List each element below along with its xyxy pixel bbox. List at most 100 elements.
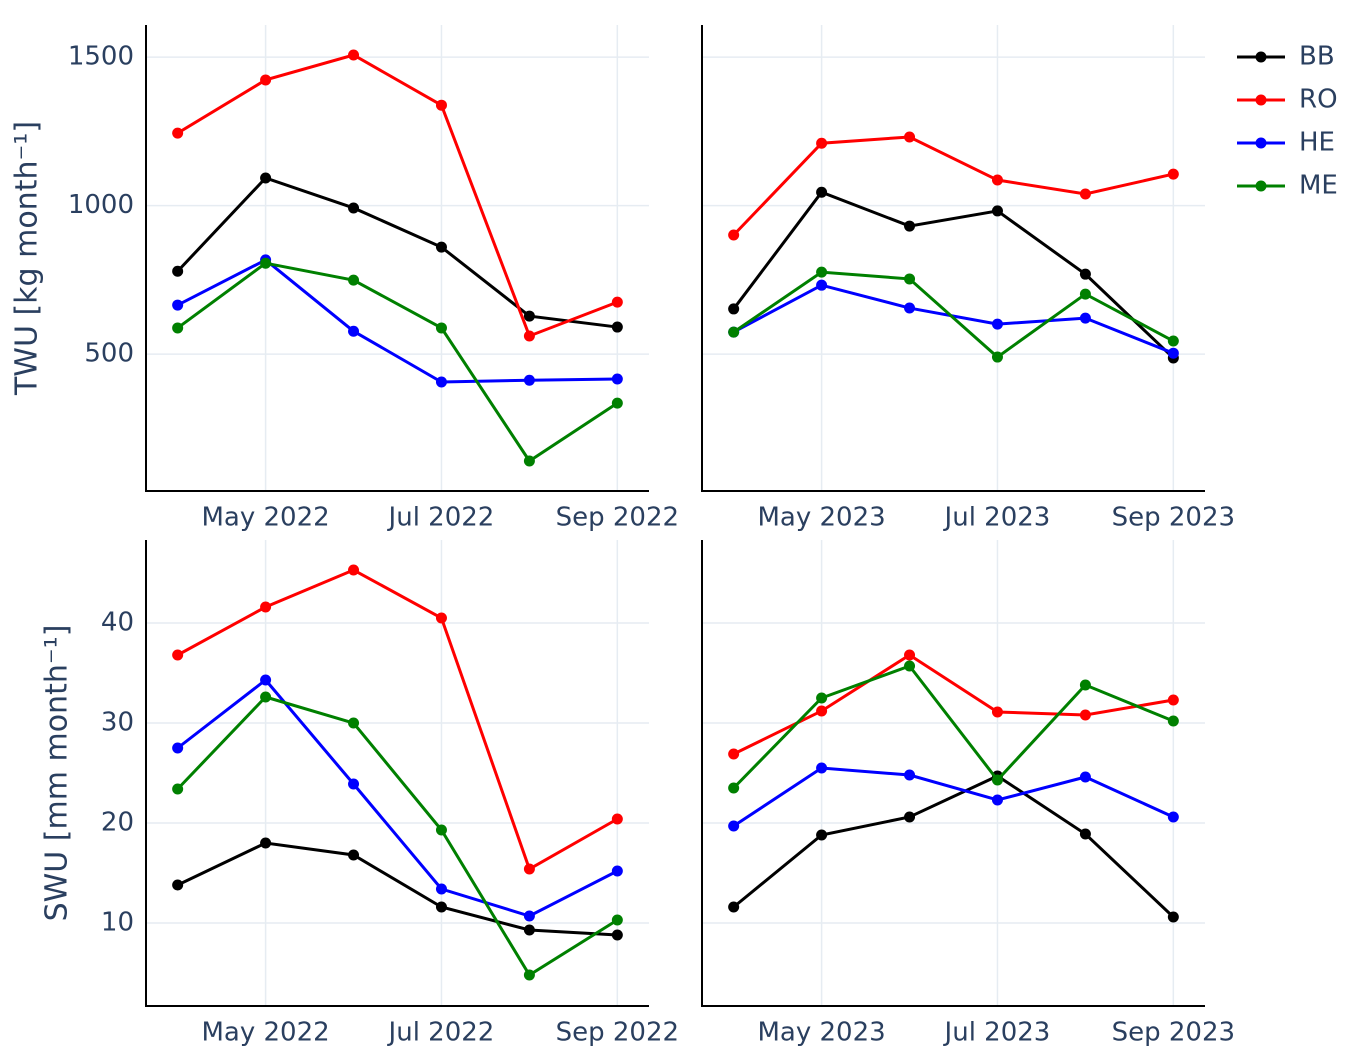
data-point [611, 296, 623, 308]
legend-marker [1255, 137, 1267, 149]
legend-label: BB [1299, 42, 1335, 72]
y-tick-label: 40 [101, 608, 134, 638]
subplot: 500 1000 1500 May 2022 Jul 2022 Sep 2022 TWU [… [10, 25, 679, 533]
series-line [176, 568, 619, 872]
data-point [904, 302, 916, 314]
data-point [816, 137, 828, 149]
data-point [435, 376, 447, 388]
data-point [348, 325, 360, 337]
data-point [523, 969, 535, 981]
data-point [523, 330, 535, 342]
data-point [172, 127, 184, 139]
series-line [176, 258, 618, 384]
series-line [732, 653, 1174, 756]
data-point [172, 783, 184, 795]
data-point [260, 601, 272, 613]
data-point [728, 326, 740, 338]
series-line [732, 190, 1175, 360]
data-point [1079, 828, 1091, 840]
data-point [523, 863, 535, 875]
series-line [732, 135, 1174, 237]
data-point [904, 660, 916, 672]
x-tick-label: May 2022 [202, 503, 330, 533]
data-point [1167, 715, 1179, 727]
data-point [904, 220, 916, 232]
x-tick-label: May 2023 [758, 1018, 886, 1048]
data-point [435, 612, 447, 624]
data-point [172, 879, 184, 891]
series-line [732, 766, 1174, 828]
y-axis-title: TWU [kg month⁻¹] [10, 121, 45, 396]
x-tick-label: Sep 2023 [1112, 503, 1235, 533]
data-point [904, 131, 916, 143]
data-point [611, 373, 623, 385]
data-point [260, 691, 272, 703]
subplot: May 2023 Jul 2023 Sep 2023 [701, 25, 1235, 533]
data-point [991, 774, 1003, 786]
data-point [816, 692, 828, 704]
data-point [816, 762, 828, 774]
y-tick-label: 30 [101, 708, 134, 738]
data-point [260, 837, 272, 849]
data-point [435, 883, 447, 895]
subplot: May 2023 Jul 2023 Sep 2023 [701, 540, 1235, 1048]
data-point [348, 717, 360, 729]
series-line [176, 176, 618, 329]
data-point [728, 748, 740, 760]
legend-marker [1255, 94, 1267, 106]
data-point [1079, 288, 1091, 300]
y-tick-label: 1500 [68, 42, 134, 72]
legend-label: HE [1299, 128, 1335, 158]
series-line [732, 270, 1175, 359]
series-line [732, 664, 1174, 790]
data-point [435, 901, 447, 913]
data-point [1167, 694, 1179, 706]
data-point [728, 820, 740, 832]
data-point [172, 265, 184, 277]
data-point [348, 778, 360, 790]
data-point [1079, 268, 1091, 280]
data-point [172, 742, 184, 754]
series-line [176, 677, 619, 918]
data-point [991, 205, 1003, 217]
x-tick-label: Jul 2023 [943, 1018, 1051, 1048]
data-point [611, 929, 623, 941]
data-point [348, 274, 360, 286]
data-point [728, 901, 740, 913]
data-point [816, 829, 828, 841]
data-point [1079, 709, 1091, 721]
data-point [611, 397, 623, 409]
x-tick-label: Sep 2022 [556, 503, 679, 533]
data-point [523, 374, 535, 386]
y-tick-label: 10 [101, 908, 134, 938]
legend-label: RO [1299, 85, 1338, 115]
data-point [435, 322, 447, 334]
series-line [732, 774, 1175, 919]
legend-marker [1255, 51, 1267, 63]
series-line [176, 261, 619, 464]
data-point [904, 273, 916, 285]
data-point [991, 174, 1003, 186]
data-point [991, 318, 1003, 330]
data-point [816, 266, 828, 278]
data-point [260, 674, 272, 686]
data-point [523, 924, 535, 936]
series-line [176, 53, 618, 338]
data-point [1167, 347, 1179, 359]
data-point [435, 99, 447, 111]
data-point [523, 310, 535, 322]
x-tick-label: Sep 2023 [1112, 1018, 1235, 1048]
y-tick-label: 500 [84, 339, 134, 369]
y-tick-label: 1000 [68, 190, 134, 220]
y-tick-label: 20 [101, 808, 134, 838]
x-tick-label: Jul 2022 [387, 1018, 495, 1048]
data-point [611, 865, 623, 877]
data-point [728, 229, 740, 241]
data-point [904, 811, 916, 823]
x-tick-label: Jul 2022 [387, 503, 495, 533]
data-point [1167, 168, 1179, 180]
data-point [1079, 188, 1091, 200]
subplot: 10 20 30 40 May 2022 Jul 2022 Sep 2022 SWU [mm … [40, 540, 679, 1048]
data-point [435, 824, 447, 836]
